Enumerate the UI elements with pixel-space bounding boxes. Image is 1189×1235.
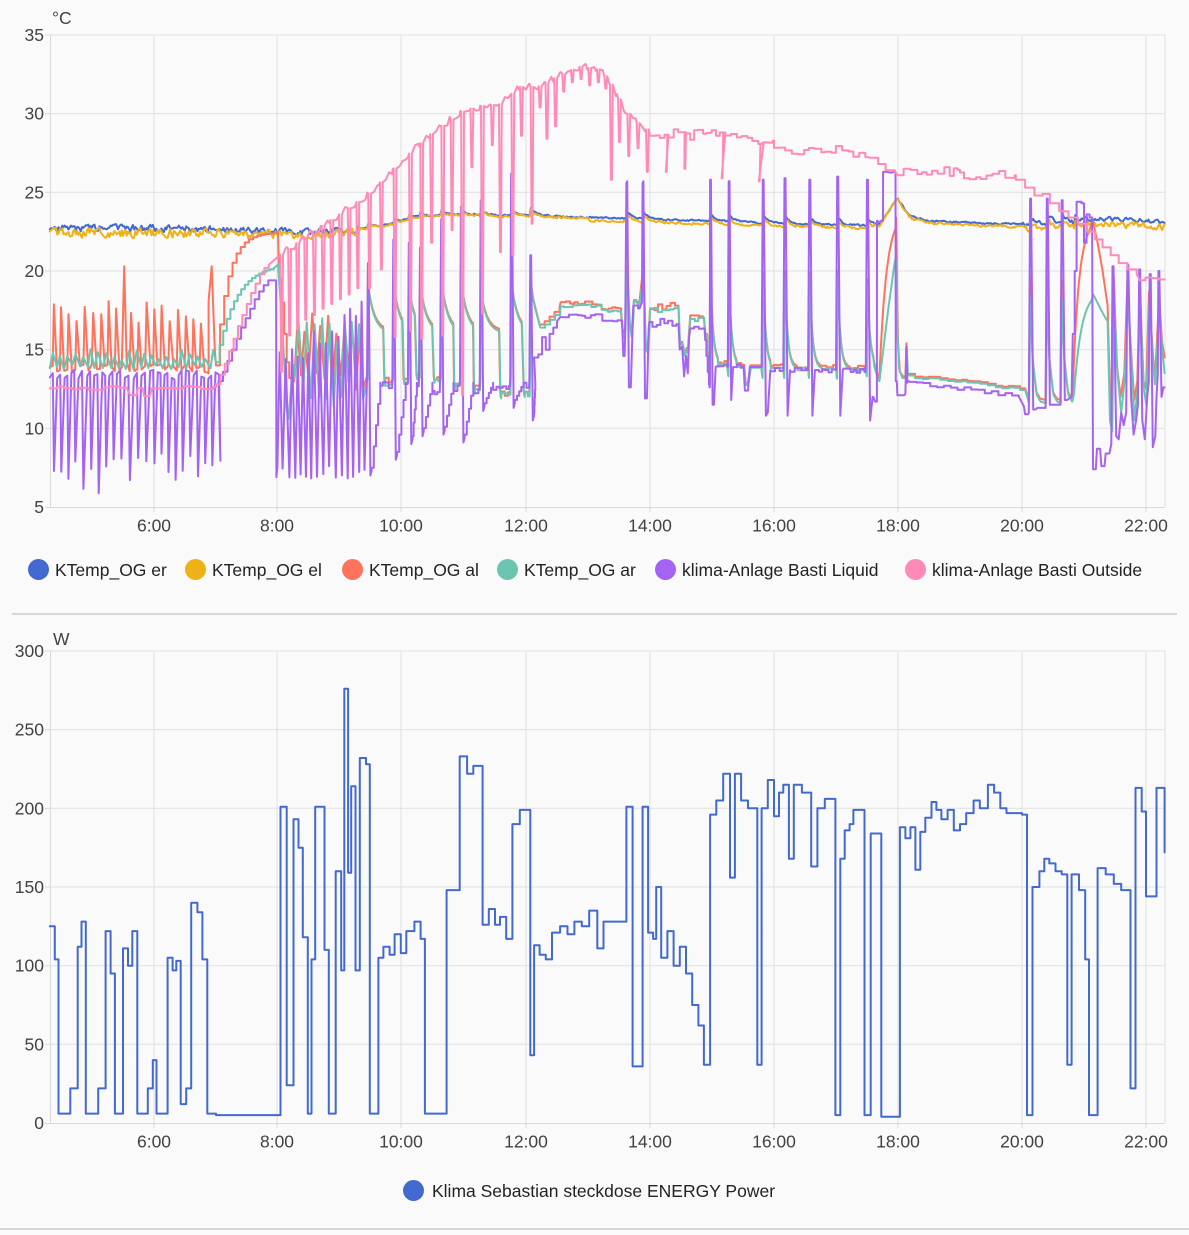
svg-text:10:00: 10:00 — [379, 516, 423, 536]
svg-text:16:00: 16:00 — [752, 1132, 796, 1152]
svg-text:W: W — [53, 629, 70, 649]
svg-text:200: 200 — [15, 798, 44, 818]
svg-text:16:00: 16:00 — [752, 516, 796, 536]
svg-text:8:00: 8:00 — [260, 516, 294, 536]
svg-text:0: 0 — [34, 1113, 44, 1133]
svg-text:18:00: 18:00 — [876, 1132, 920, 1152]
svg-text:22:00: 22:00 — [1124, 516, 1168, 536]
svg-text:150: 150 — [15, 877, 44, 897]
svg-text:°C: °C — [52, 8, 72, 28]
svg-text:30: 30 — [25, 104, 45, 124]
svg-text:8:00: 8:00 — [260, 1132, 294, 1152]
svg-text:12:00: 12:00 — [504, 516, 548, 536]
svg-text:6:00: 6:00 — [137, 516, 171, 536]
svg-text:6:00: 6:00 — [137, 1132, 171, 1152]
svg-text:300: 300 — [15, 641, 44, 661]
svg-text:10:00: 10:00 — [379, 1132, 423, 1152]
svg-text:10: 10 — [25, 418, 45, 438]
svg-text:250: 250 — [15, 720, 44, 740]
svg-text:5: 5 — [34, 497, 44, 517]
svg-text:20:00: 20:00 — [1000, 516, 1044, 536]
svg-text:12:00: 12:00 — [504, 1132, 548, 1152]
svg-text:22:00: 22:00 — [1124, 1132, 1168, 1152]
svg-text:14:00: 14:00 — [628, 516, 672, 536]
svg-text:100: 100 — [15, 956, 44, 976]
svg-text:50: 50 — [25, 1034, 45, 1054]
svg-text:25: 25 — [25, 182, 44, 202]
svg-text:18:00: 18:00 — [876, 516, 920, 536]
svg-text:20: 20 — [25, 261, 45, 281]
svg-text:14:00: 14:00 — [628, 1132, 672, 1152]
svg-text:35: 35 — [25, 25, 44, 45]
svg-text:15: 15 — [25, 340, 44, 360]
svg-text:20:00: 20:00 — [1000, 1132, 1044, 1152]
